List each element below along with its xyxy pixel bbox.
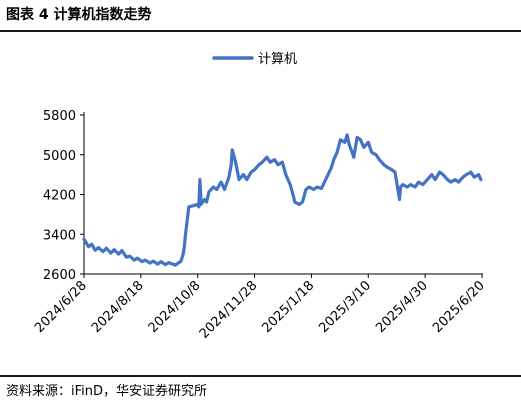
y-tick-label: 3400 xyxy=(43,228,76,243)
x-tick-label: 2024/11/28 xyxy=(197,278,261,342)
x-tick-label: 2024/8/18 xyxy=(89,278,147,336)
x-tick-label: 2025/6/20 xyxy=(430,278,488,336)
title-rule xyxy=(0,30,521,32)
figure-title: 图表 4 计算机指数走势 xyxy=(6,7,152,23)
y-tick-label: 2600 xyxy=(43,268,76,283)
x-tick-label: 2025/3/10 xyxy=(316,278,374,336)
series-line-jisuanji xyxy=(82,133,483,267)
source-note: 资料来源：iFinD，华安证券研究所 xyxy=(6,384,208,399)
x-tick-label: 2024/10/8 xyxy=(146,278,204,336)
legend-label: 计算机 xyxy=(258,52,297,67)
y-tick-label: 4200 xyxy=(43,189,76,204)
x-tick-label: 2025/4/30 xyxy=(373,278,431,336)
y-tick-label: 5000 xyxy=(43,149,76,164)
x-tick-label: 2024/6/28 xyxy=(32,278,90,336)
footer-rule xyxy=(0,375,521,377)
x-tick-label: 2025/1/18 xyxy=(260,278,318,336)
y-tick-label: 5800 xyxy=(43,109,76,124)
